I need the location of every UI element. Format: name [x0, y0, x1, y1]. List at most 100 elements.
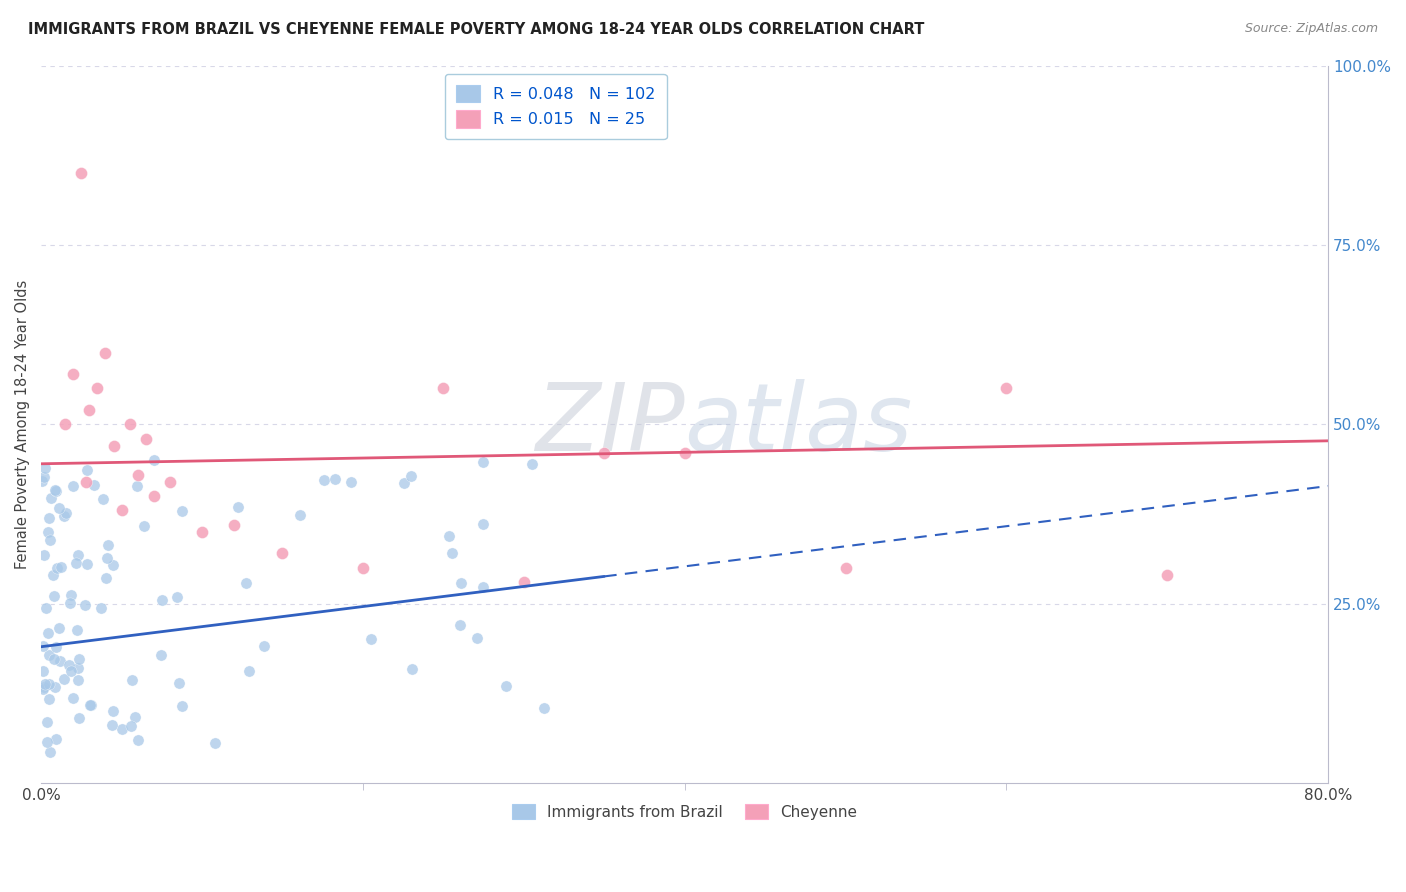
Point — [39, 491, 62, 505]
Point — [533, 701, 555, 715]
Point — [53, 417, 76, 432]
Text: IMMIGRANTS FROM BRAZIL VS CHEYENNE FEMALE POVERTY AMONG 18-24 YEAR OLDS CORRELAT: IMMIGRANTS FROM BRAZIL VS CHEYENNE FEMAL… — [28, 22, 925, 37]
Y-axis label: Female Poverty Among 18-24 Year Olds: Female Poverty Among 18-24 Year Olds — [15, 280, 30, 569]
Point — [471, 455, 494, 469]
Point — [65, 556, 87, 570]
Point — [111, 722, 134, 736]
Point — [995, 381, 1018, 395]
Point — [45, 640, 67, 654]
Point — [32, 639, 55, 653]
Point — [44, 483, 66, 498]
Point — [1156, 568, 1178, 582]
Point — [59, 665, 82, 679]
Point — [38, 676, 60, 690]
Point — [66, 548, 89, 562]
Point — [96, 571, 118, 585]
Point — [94, 345, 117, 359]
Point — [149, 648, 172, 662]
Point — [38, 510, 60, 524]
Point — [67, 652, 90, 666]
Point — [66, 624, 89, 638]
Point — [79, 698, 101, 712]
Point — [513, 575, 536, 590]
Point — [96, 550, 118, 565]
Point — [142, 489, 165, 503]
Point — [204, 736, 226, 750]
Point — [235, 576, 257, 591]
Point — [401, 662, 423, 676]
Point — [62, 367, 84, 381]
Point — [32, 548, 55, 562]
Point — [834, 561, 856, 575]
Point — [45, 484, 67, 499]
Point — [83, 478, 105, 492]
Point — [142, 453, 165, 467]
Point — [290, 508, 312, 523]
Point — [35, 600, 58, 615]
Point — [31, 474, 53, 488]
Point — [520, 457, 543, 471]
Point — [224, 517, 246, 532]
Text: ZIP: ZIP — [536, 379, 685, 470]
Point — [86, 381, 108, 395]
Point — [101, 704, 124, 718]
Point — [79, 403, 101, 417]
Point — [49, 560, 72, 574]
Point — [340, 475, 363, 489]
Point — [440, 546, 463, 560]
Point — [38, 533, 60, 547]
Point — [53, 673, 76, 687]
Point — [67, 711, 90, 725]
Point — [38, 648, 60, 662]
Point — [449, 618, 471, 632]
Point — [132, 519, 155, 533]
Point — [45, 560, 67, 574]
Point — [120, 719, 142, 733]
Point — [312, 473, 335, 487]
Point — [52, 508, 75, 523]
Point — [38, 692, 60, 706]
Point — [32, 470, 55, 484]
Point — [62, 479, 84, 493]
Point — [101, 718, 124, 732]
Point — [166, 590, 188, 604]
Point — [352, 561, 374, 575]
Point — [167, 675, 190, 690]
Point — [170, 699, 193, 714]
Point — [135, 432, 157, 446]
Point — [49, 654, 72, 668]
Point — [42, 567, 65, 582]
Point — [103, 439, 125, 453]
Point — [60, 588, 83, 602]
Point — [48, 621, 70, 635]
Point — [471, 517, 494, 532]
Point — [59, 596, 82, 610]
Point — [44, 680, 66, 694]
Point — [75, 475, 97, 489]
Point — [159, 475, 181, 489]
Point — [110, 503, 132, 517]
Point — [37, 735, 59, 749]
Point — [58, 657, 80, 672]
Point — [90, 601, 112, 615]
Point — [360, 632, 382, 647]
Point — [62, 691, 84, 706]
Point — [45, 731, 67, 746]
Point — [593, 446, 616, 460]
Text: atlas: atlas — [685, 379, 912, 470]
Point — [127, 467, 149, 482]
Point — [37, 626, 59, 640]
Point — [48, 500, 70, 515]
Point — [67, 661, 90, 675]
Point — [238, 664, 260, 678]
Point — [37, 524, 59, 539]
Point — [450, 575, 472, 590]
Point — [91, 491, 114, 506]
Point — [399, 469, 422, 483]
Point — [325, 472, 347, 486]
Point — [44, 652, 66, 666]
Point — [37, 714, 59, 729]
Point — [55, 506, 77, 520]
Point — [673, 446, 696, 460]
Point — [34, 677, 56, 691]
